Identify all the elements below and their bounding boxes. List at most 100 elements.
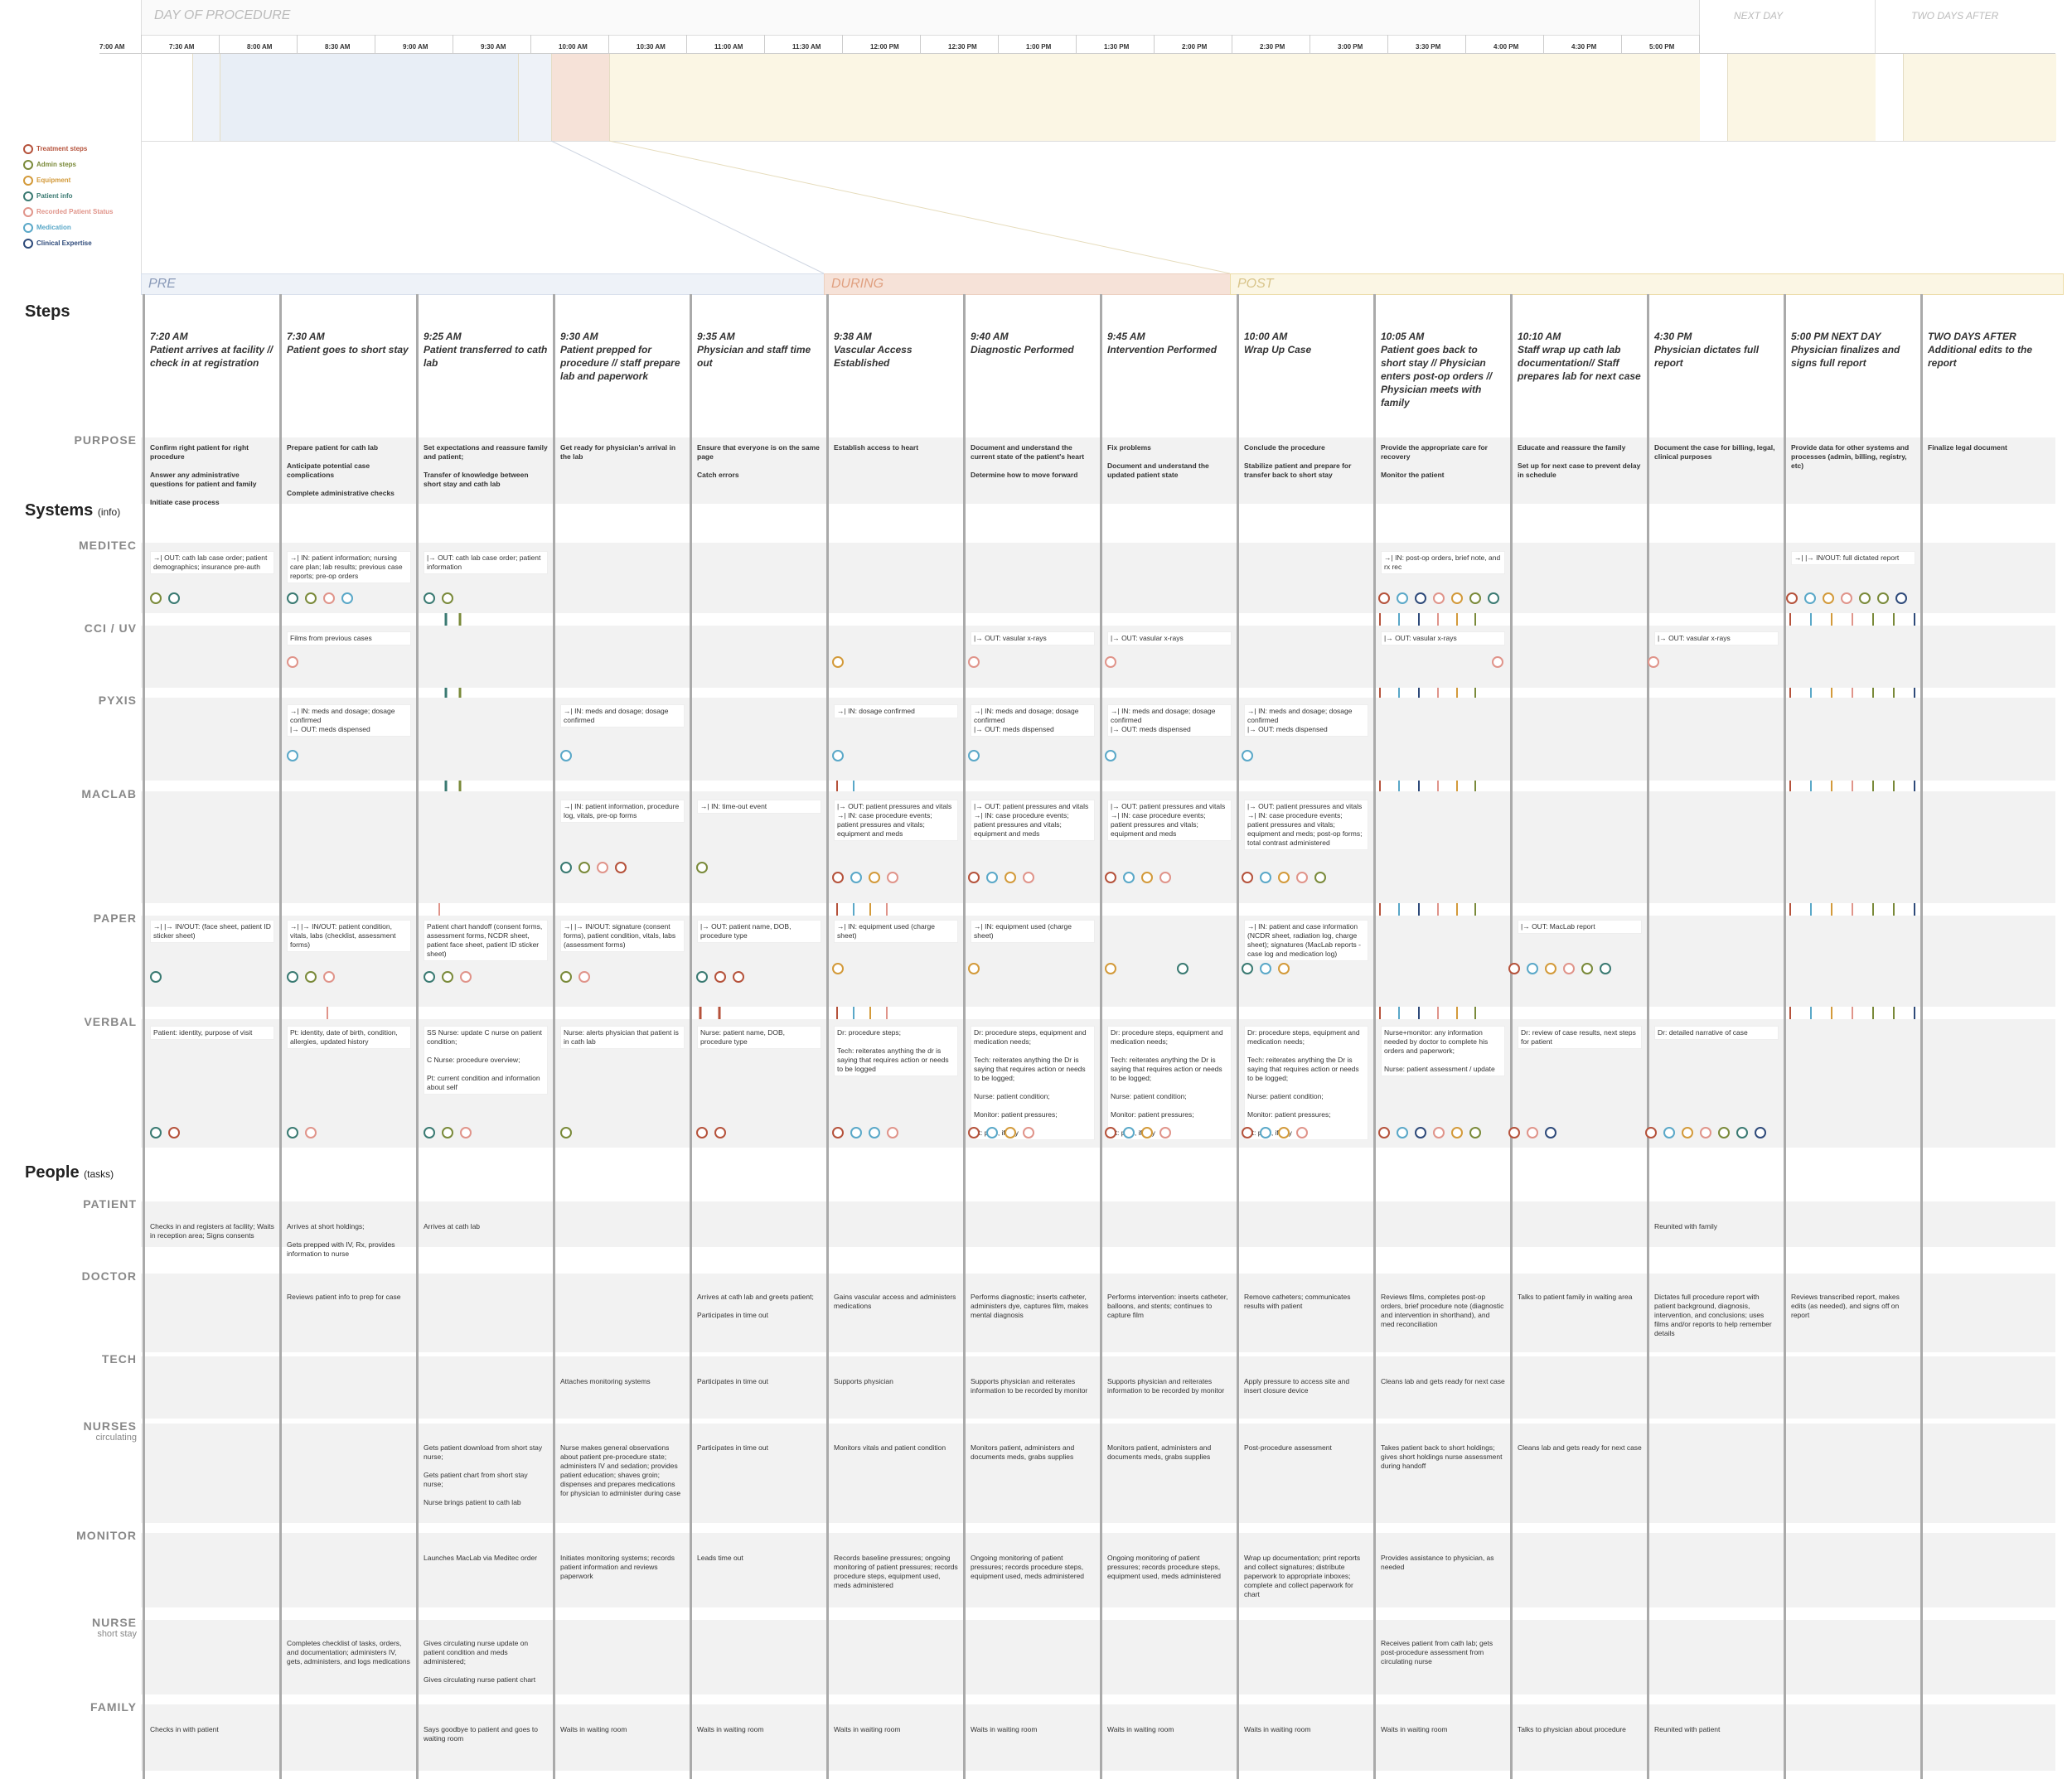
step-time: 9:45 AM	[1107, 331, 1145, 342]
purpose-cell: Prepare patient for cath lab Anticipate …	[287, 443, 395, 497]
patient-status-icon	[1841, 592, 1852, 604]
verbal-cell: Pt: identity, date of birth, condition, …	[287, 1026, 411, 1049]
column-divider	[1920, 294, 1923, 1779]
nurses-cell: Participates in time out	[697, 1443, 768, 1452]
admin-step-icon	[442, 971, 453, 983]
verbal-cell: Dr: review of case results, next steps f…	[1518, 1026, 1642, 1049]
header-time-rule	[99, 53, 2055, 54]
row-sub-label: short stay	[97, 1629, 137, 1639]
step-name: Patient goes back to short stay // Physi…	[1381, 344, 1493, 408]
row-label-nurse: NURSE short stay	[92, 1616, 137, 1639]
step-time: 5:00 PM NEXT DAY	[1791, 331, 1881, 342]
cci-cell: Films from previous cases	[287, 631, 411, 645]
row-label-maclab: MACLAB	[81, 787, 137, 800]
step-time: 4:30 PM	[1654, 331, 1692, 342]
step-time: 9:30 AM	[560, 331, 598, 342]
equipment-icon	[1682, 1127, 1693, 1138]
step-name: Staff wrap up cath lab documentation// S…	[1518, 344, 1641, 382]
row-label-text: PURPOSE	[74, 433, 137, 447]
admin-step-icon	[1314, 872, 1326, 883]
equipment-icon	[1141, 1127, 1153, 1138]
medication-icon	[1527, 963, 1538, 974]
patient-info-icon	[1177, 963, 1188, 974]
admin-step-icon	[305, 971, 317, 983]
paper-cell: →| IN: equipment used (charge sheet)	[971, 920, 1095, 943]
step-time: 9:25 AM	[424, 331, 462, 342]
time-tick	[1076, 35, 1077, 53]
verbal-cell: Dr: procedure steps, equipment and medic…	[971, 1026, 1095, 1140]
purpose-cell: Provide the appropriate care for recover…	[1381, 443, 1488, 479]
patient-status-icon	[887, 872, 898, 883]
step-title: TWO DAYS AFTER Additional edits to the re…	[1928, 330, 2052, 370]
step-title: 5:00 PM NEXT DAY Physician finalizes and …	[1791, 330, 1915, 370]
legend-item: Recorded Patient Status	[23, 207, 113, 217]
row-label-purpose: PURPOSE	[75, 433, 137, 447]
row-label-tech: TECH	[102, 1352, 137, 1366]
equipment-icon	[1141, 872, 1153, 883]
nurses-cell: Cleans lab and gets ready for next case	[1518, 1443, 1642, 1452]
cci-cell: |→ OUT: vasular x-rays	[971, 631, 1095, 645]
tech-cell: Supports physician and reiterates inform…	[1107, 1377, 1225, 1395]
step-title: 9:45 AM Intervention Performed	[1107, 330, 1232, 356]
purpose-cell: Finalize legal document	[1928, 443, 2007, 452]
time-tick	[297, 35, 298, 53]
treatment-step-icon	[1508, 963, 1520, 974]
monitor-cell: Launches MacLab via Meditec order	[424, 1554, 538, 1562]
time-label: 10:00 AM	[559, 43, 588, 51]
row-sub-label: circulating	[95, 1433, 137, 1443]
step-title: 9:30 AM Patient prepped for procedure // …	[560, 330, 685, 383]
time-label: 4:00 PM	[1493, 43, 1519, 51]
patient-status-icon	[968, 656, 980, 668]
row-band-patient	[141, 1201, 2055, 1247]
row-label-meditec: MEDITEC	[79, 539, 137, 552]
tech-cell: Attaches monitoring systems	[560, 1377, 651, 1385]
time-tick	[1154, 35, 1155, 53]
treatment-step-icon	[168, 1127, 180, 1138]
row-label-cci: CCI / UV	[85, 621, 137, 635]
step-title: 9:35 AM Physician and staff time out	[697, 330, 821, 370]
time-tick	[219, 35, 220, 53]
treatment-step-icon	[1786, 592, 1798, 604]
purpose-cell: Set expectations and reassure family and…	[424, 443, 548, 488]
treatment-step-icon	[696, 1127, 708, 1138]
verbal-cell: SS Nurse: update C nurse on patient cond…	[424, 1026, 548, 1095]
tech-cell: Supports physician	[834, 1377, 893, 1385]
equipment-icon	[832, 656, 844, 668]
row-label-family: FAMILY	[90, 1700, 137, 1714]
purpose-cell: Get ready for physician's arrival in the…	[560, 443, 676, 461]
step-title: 9:38 AM Vascular Access Established	[834, 330, 958, 370]
step-name: Additional edits to the report	[1928, 344, 2032, 369]
doctor-cell: Arrives at cath lab and greets patient; …	[697, 1293, 814, 1319]
medication-icon	[341, 592, 353, 604]
time-period-band	[551, 54, 610, 141]
admin-step-icon	[1581, 963, 1593, 974]
row-band-tech	[141, 1356, 2055, 1419]
treatment-step-icon	[832, 1127, 844, 1138]
legend-item: Clinical Expertise	[23, 239, 92, 249]
medication-icon	[1260, 1127, 1271, 1138]
time-period-band	[609, 54, 1700, 141]
tech-cell: Supports physician and reiterates inform…	[971, 1377, 1088, 1395]
step-name: Intervention Performed	[1107, 344, 1218, 355]
patient-info-icon	[1736, 1127, 1748, 1138]
doctor-cell: Dictates full procedure report with pati…	[1654, 1293, 1772, 1337]
family-cell: Waits in waiting room	[1107, 1725, 1174, 1733]
patient-status-icon	[1023, 872, 1034, 883]
step-title: 10:05 AM Patient goes back to short stay …	[1381, 330, 1505, 409]
day-of-procedure-label: DAY OF PROCEDURE	[154, 8, 291, 22]
treatment-step-icon	[968, 1127, 980, 1138]
step-name: Physician dictates full report	[1654, 344, 1760, 369]
medication-icon	[1260, 963, 1271, 974]
medication-icon	[968, 750, 980, 761]
patient-status-icon	[1527, 1127, 1538, 1138]
admin-step-icon	[1718, 1127, 1730, 1138]
maclab-cell: |→ OUT: patient pressures and vitals →| …	[1107, 800, 1232, 841]
patient-cell: Arrives at cath lab	[424, 1222, 481, 1230]
time-tick	[1387, 35, 1388, 53]
nurses-cell: Monitors vitals and patient condition	[834, 1443, 946, 1452]
equipment-icon	[1105, 963, 1116, 974]
step-title: 10:00 AM Wrap Up Case	[1244, 330, 1368, 356]
legend-swatch-icon	[23, 144, 33, 154]
next-day-label: NEXT DAY	[1734, 10, 1784, 22]
clinical-expertise-icon	[1415, 1127, 1426, 1138]
